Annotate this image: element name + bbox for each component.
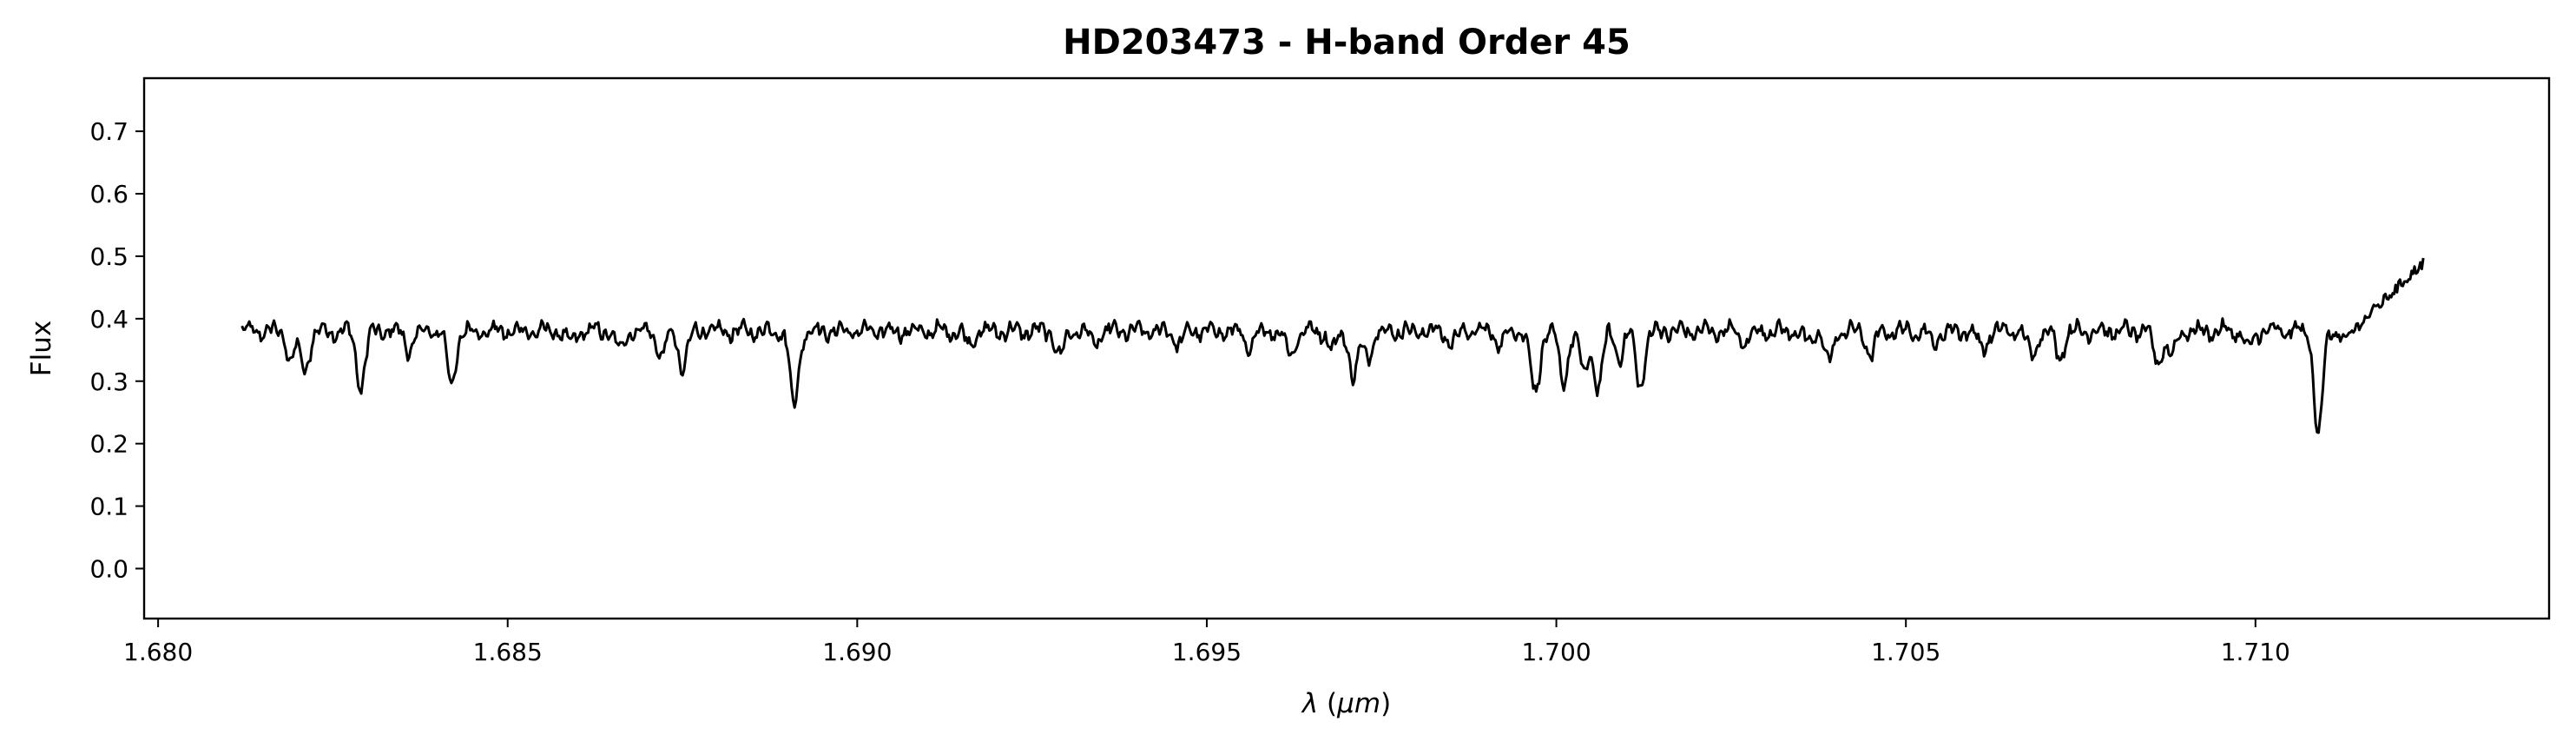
y-tick-label: 0.7 — [89, 117, 128, 146]
y-axis: 0.0 0.1 0.2 0.3 0.4 0.5 0.6 0.7 — [89, 117, 144, 583]
chart-title: HD203473 - H-band Order 45 — [1063, 23, 1631, 63]
x-axis: 1.680 1.685 1.690 1.695 1.700 1.705 1.710 — [123, 619, 2290, 666]
x-tick-label: 1.695 — [1172, 638, 1242, 666]
x-axis-label-open: ( — [1318, 688, 1337, 719]
x-axis-label-symbol: λ — [1301, 688, 1318, 719]
y-tick-label: 0.3 — [89, 367, 128, 396]
plot-area — [142, 76, 2551, 620]
y-tick-label: 0.4 — [89, 305, 128, 334]
y-tick-label: 0.0 — [89, 554, 128, 583]
x-axis-label-unit: μm — [1336, 688, 1380, 719]
x-axis-label-close: ) — [1380, 688, 1391, 719]
y-tick-label: 0.5 — [89, 242, 128, 271]
x-axis-label: λ (μm) — [1301, 688, 1391, 719]
x-tick-label: 1.710 — [2221, 638, 2290, 666]
axes-frame — [142, 76, 2551, 620]
x-tick-label: 1.700 — [1521, 638, 1591, 666]
y-tick-label: 0.6 — [89, 180, 128, 209]
y-axis-label: Flux — [26, 321, 57, 376]
x-tick-label: 1.705 — [1871, 638, 1940, 666]
spectrum-series-line — [240, 257, 2425, 434]
x-tick-label: 1.680 — [123, 638, 193, 666]
x-tick-label: 1.685 — [473, 638, 543, 666]
y-tick-label: 0.2 — [89, 430, 128, 459]
x-tick-label: 1.690 — [822, 638, 892, 666]
y-tick-label: 0.1 — [89, 493, 128, 521]
